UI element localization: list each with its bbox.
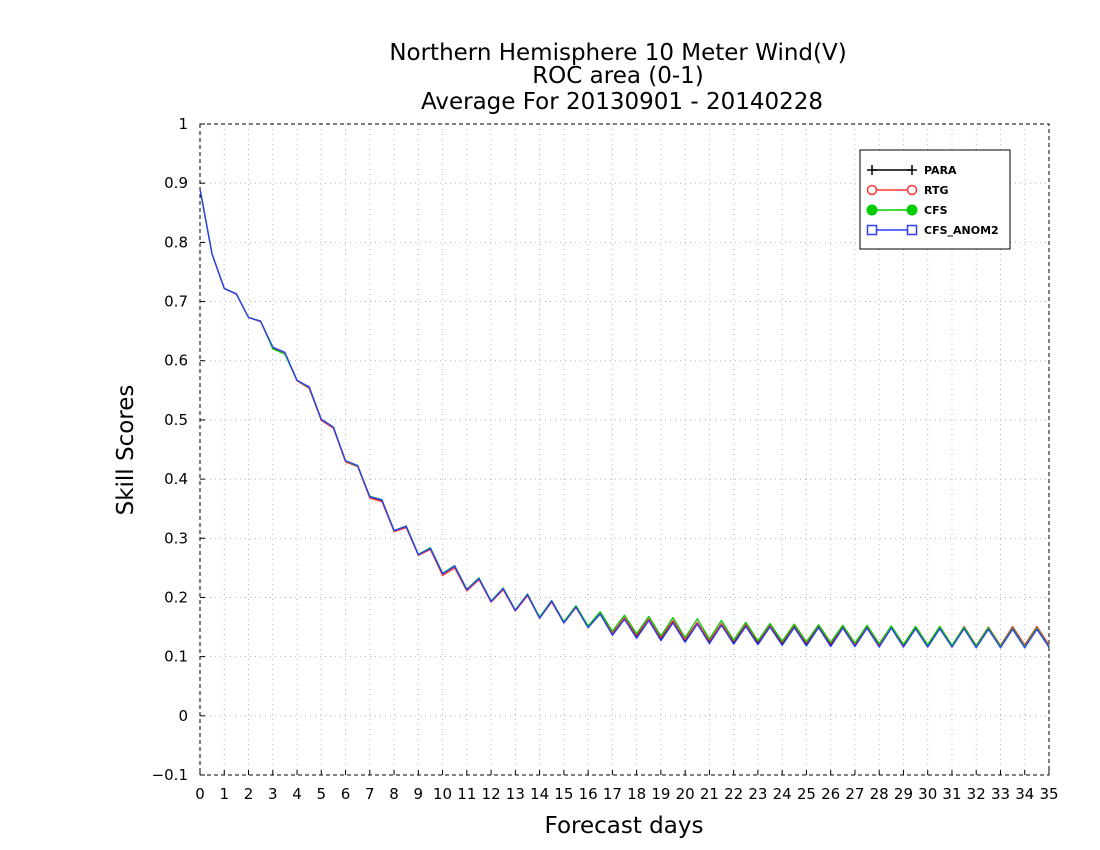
x-tick-label: 26 (821, 785, 840, 803)
chart-title: Northern Hemisphere 10 Meter Wind(V) ROC… (389, 40, 846, 115)
series-line-rtg (199, 188, 1050, 647)
x-tick-label: 29 (894, 785, 913, 803)
legend-box (859, 149, 1011, 250)
x-tick-label: 22 (724, 785, 743, 803)
legend-label-cfs-anom2: CFS_ANOM2 (924, 224, 999, 237)
x-tick-label: 5 (317, 785, 327, 803)
y-tick-label: 0.4 (164, 470, 188, 488)
legend-marker-rtg (906, 184, 918, 196)
y-tick-label: 0 (178, 707, 188, 725)
x-tick-label: 18 (627, 785, 646, 803)
x-tick-label: 13 (506, 785, 525, 803)
x-tick-label: 8 (389, 785, 399, 803)
x-tick-label: 27 (845, 785, 864, 803)
legend-label-rtg: RTG (924, 184, 949, 197)
series-line-para (199, 188, 1050, 648)
series-lines (199, 188, 1050, 649)
x-tick-label: 25 (797, 785, 816, 803)
x-tick-label: 33 (991, 785, 1010, 803)
x-tick-label: 17 (603, 785, 622, 803)
plot-frame (199, 123, 1050, 776)
x-tick-label: 20 (676, 785, 695, 803)
legend-marker-cfs (906, 204, 918, 216)
x-tick-label: 12 (482, 785, 501, 803)
y-tick-label: 0.5 (164, 411, 188, 429)
title-line-3: Average For 20130901 - 20140228 (421, 89, 823, 115)
y-axis-label: Skill Scores (113, 385, 139, 516)
x-tick-label: 16 (579, 785, 598, 803)
y-axis-ticks: −0.1 0 0.1 0.2 0.3 0.4 0.5 0.6 0.7 0.8 0.9 1 (152, 115, 205, 784)
x-tick-label: 35 (1039, 785, 1058, 803)
legend-marker-cfs (866, 204, 878, 216)
x-tick-label: 3 (268, 785, 278, 803)
x-axis-label: Forecast days (545, 813, 704, 839)
title-line-1: Northern Hemisphere 10 Meter Wind(V) (389, 40, 846, 66)
legend-marker-rtg (866, 184, 878, 196)
y-tick-label: 0.8 (164, 233, 188, 251)
x-tick-label: 21 (700, 785, 719, 803)
series-line-cfs (199, 188, 1050, 648)
series-line-cfs-anom2 (199, 188, 1050, 649)
x-tick-label: 23 (748, 785, 767, 803)
y-tick-label: 0.6 (164, 352, 188, 370)
y-tick-label: 0.9 (164, 174, 188, 192)
title-line-2: ROC area (0-1) (532, 63, 704, 89)
y-tick-label: 0.1 (164, 648, 188, 666)
legend-marker-cfs-anom2 (906, 224, 918, 236)
legend-marker-cfs-anom2 (866, 224, 878, 236)
x-tick-label: 4 (292, 785, 302, 803)
x-tick-label: 19 (651, 785, 670, 803)
x-tick-label: 14 (530, 785, 549, 803)
y-tick-label: 0.2 (164, 588, 188, 606)
x-tick-label: 32 (967, 785, 986, 803)
x-tick-label: 1 (219, 785, 229, 803)
x-tick-label: 10 (433, 785, 452, 803)
x-tick-label: 34 (1015, 785, 1034, 803)
y-tick-label: 1 (178, 115, 188, 133)
legend: PARA RTG CFS CFS_ANOM2 (859, 149, 1011, 250)
x-tick-label: 9 (414, 785, 424, 803)
x-tick-label: 28 (870, 785, 889, 803)
y-tick-label: 0.7 (164, 293, 188, 311)
x-tick-label: 6 (341, 785, 351, 803)
x-tick-label: 2 (244, 785, 254, 803)
grid (200, 124, 1049, 775)
legend-label-cfs: CFS (924, 204, 948, 217)
x-tick-label: 24 (773, 785, 792, 803)
x-tick-label: 11 (457, 785, 476, 803)
x-tick-label: 31 (942, 785, 961, 803)
x-tick-label: 7 (365, 785, 375, 803)
y-tick-label: −0.1 (152, 766, 188, 784)
legend-label-para: PARA (924, 164, 957, 177)
x-tick-label: 30 (918, 785, 937, 803)
x-tick-label: 15 (554, 785, 573, 803)
y-tick-label: 0.3 (164, 529, 188, 547)
x-axis-ticks: 0 1 2 3 4 5 6 7 8 9 10 11 12 13 14 15 16 17 18 19 20 21 22 23 24… (195, 770, 1059, 803)
x-tick-label: 0 (195, 785, 205, 803)
